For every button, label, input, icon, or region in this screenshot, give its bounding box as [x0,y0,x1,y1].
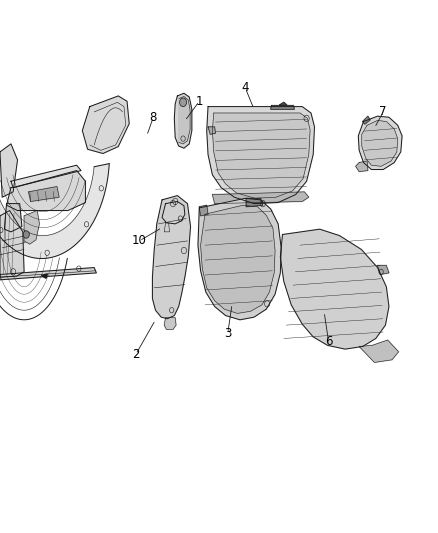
Polygon shape [201,205,275,313]
Polygon shape [179,96,190,144]
Polygon shape [4,204,22,232]
Polygon shape [0,268,96,280]
Polygon shape [358,116,402,169]
Polygon shape [362,120,398,166]
Polygon shape [378,265,389,274]
Polygon shape [164,318,176,329]
Polygon shape [0,146,109,259]
Polygon shape [246,198,263,207]
Polygon shape [212,113,310,198]
Polygon shape [271,106,294,109]
Polygon shape [24,211,39,244]
Text: 7: 7 [379,106,387,118]
Polygon shape [280,229,389,349]
Polygon shape [11,165,81,188]
Text: 8: 8 [150,111,157,124]
Polygon shape [363,116,370,124]
Polygon shape [356,161,368,172]
Polygon shape [359,340,399,362]
Polygon shape [174,93,192,148]
Polygon shape [164,223,170,232]
Polygon shape [208,127,215,134]
Polygon shape [7,171,85,211]
Polygon shape [207,107,314,204]
Polygon shape [212,192,309,204]
Polygon shape [199,205,208,216]
Circle shape [180,98,187,107]
Text: 10: 10 [132,235,147,247]
Polygon shape [0,211,24,277]
Polygon shape [0,144,18,197]
Polygon shape [42,274,47,278]
Polygon shape [198,198,281,320]
Text: 4: 4 [241,82,249,94]
Polygon shape [279,102,287,105]
Polygon shape [82,96,129,154]
Text: 3: 3 [224,327,231,340]
Text: 2: 2 [132,348,140,361]
Text: 1: 1 [195,95,203,108]
Circle shape [23,231,29,238]
Polygon shape [28,187,59,201]
Polygon shape [152,196,191,319]
Text: 6: 6 [325,335,332,348]
Polygon shape [162,201,185,224]
